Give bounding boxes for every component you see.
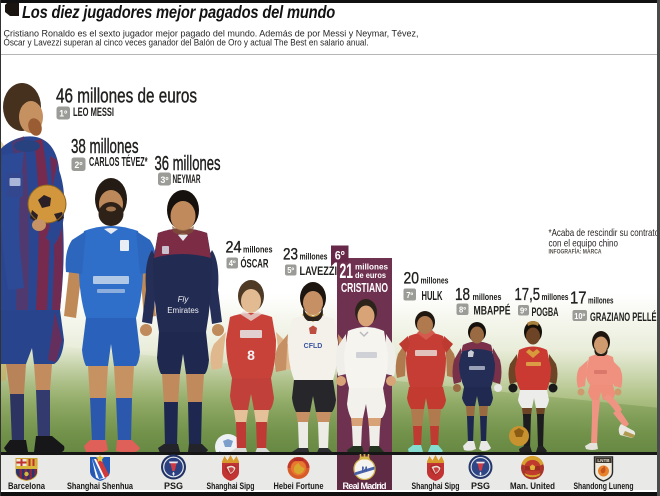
svg-text:con el equipo chino: con el equipo chino [549, 238, 619, 249]
svg-text:9º: 9º [520, 306, 527, 315]
svg-text:Cristiano Ronaldo es el sexto: Cristiano Ronaldo es el sexto jugador me… [4, 29, 419, 39]
svg-text:Óscar y Lavezzi superan al cin: Óscar y Lavezzi superan al cinco veces g… [4, 38, 369, 48]
svg-text:Fly: Fly [178, 295, 190, 304]
svg-text:Shanghai Shenhua: Shanghai Shenhua [67, 481, 134, 491]
svg-text:Real Madrid: Real Madrid [343, 481, 387, 491]
svg-text:Man. United: Man. United [510, 481, 555, 491]
svg-text:millones: millones [243, 245, 273, 256]
svg-text:23: 23 [283, 246, 298, 264]
svg-text:GRAZIANO PELLÉ: GRAZIANO PELLÉ [590, 311, 657, 324]
svg-text:7º: 7º [406, 291, 413, 300]
svg-text:millones: millones [588, 295, 614, 306]
svg-text:*Acaba de rescindir su contrat: *Acaba de rescindir su contrato [549, 228, 660, 239]
svg-text:millones: millones [300, 252, 328, 263]
svg-text:PSG: PSG [164, 481, 183, 491]
svg-text:LEO MESSI: LEO MESSI [73, 105, 114, 119]
svg-text:21: 21 [340, 260, 354, 283]
svg-text:8º: 8º [459, 306, 466, 315]
svg-text:Emirates: Emirates [167, 306, 199, 315]
svg-text:8: 8 [247, 347, 255, 363]
svg-text:Shanghai Sipg: Shanghai Sipg [412, 481, 460, 491]
svg-text:HULK: HULK [422, 289, 443, 303]
svg-text:3º: 3º [161, 175, 170, 185]
svg-text:38 millones: 38 millones [71, 136, 139, 158]
svg-text:Barcelona: Barcelona [8, 481, 46, 491]
svg-text:17,5: 17,5 [515, 284, 541, 304]
svg-text:Shandong Luneng: Shandong Luneng [574, 481, 634, 491]
svg-text:LAVEZZI: LAVEZZI [300, 264, 338, 278]
svg-text:ÓSCAR: ÓSCAR [241, 256, 269, 271]
svg-text:LNTB: LNTB [597, 458, 610, 463]
svg-text:millones: millones [473, 292, 502, 303]
svg-text:CARLOS TÉVEZ*: CARLOS TÉVEZ* [89, 154, 148, 169]
svg-text:POGBA: POGBA [532, 307, 559, 319]
svg-text:Hebei Fortune: Hebei Fortune [274, 481, 324, 491]
svg-text:millones: millones [421, 276, 449, 287]
svg-text:4º: 4º [229, 259, 236, 268]
svg-text:millones: millones [542, 292, 569, 303]
svg-text:46 millones de euros: 46 millones de euros [56, 85, 197, 108]
svg-text:millones: millones [355, 263, 389, 272]
svg-text:M: M [362, 467, 368, 474]
svg-text:2º: 2º [75, 160, 84, 170]
svg-text:INFOGRAFÍA: MARCA: INFOGRAFÍA: MARCA [549, 247, 603, 255]
svg-text:CRISTIANO: CRISTIANO [341, 281, 388, 295]
svg-text:PSG: PSG [471, 481, 490, 491]
svg-text:1º: 1º [59, 109, 68, 119]
svg-text:10º: 10º [574, 312, 585, 321]
svg-text:17: 17 [570, 287, 587, 307]
svg-text:18: 18 [455, 284, 470, 304]
svg-text:24: 24 [226, 239, 242, 257]
svg-text:de euros: de euros [355, 271, 387, 280]
svg-text:36 millones: 36 millones [155, 153, 221, 175]
svg-text:6º: 6º [335, 249, 346, 263]
svg-text:Shanghai Sipg: Shanghai Sipg [207, 481, 255, 491]
svg-text:5º: 5º [287, 266, 294, 275]
svg-text:MBAPPÉ: MBAPPÉ [474, 303, 511, 318]
svg-text:20: 20 [404, 269, 420, 288]
svg-text:CFLD: CFLD [304, 343, 323, 350]
svg-text:NEYMAR: NEYMAR [173, 172, 201, 186]
